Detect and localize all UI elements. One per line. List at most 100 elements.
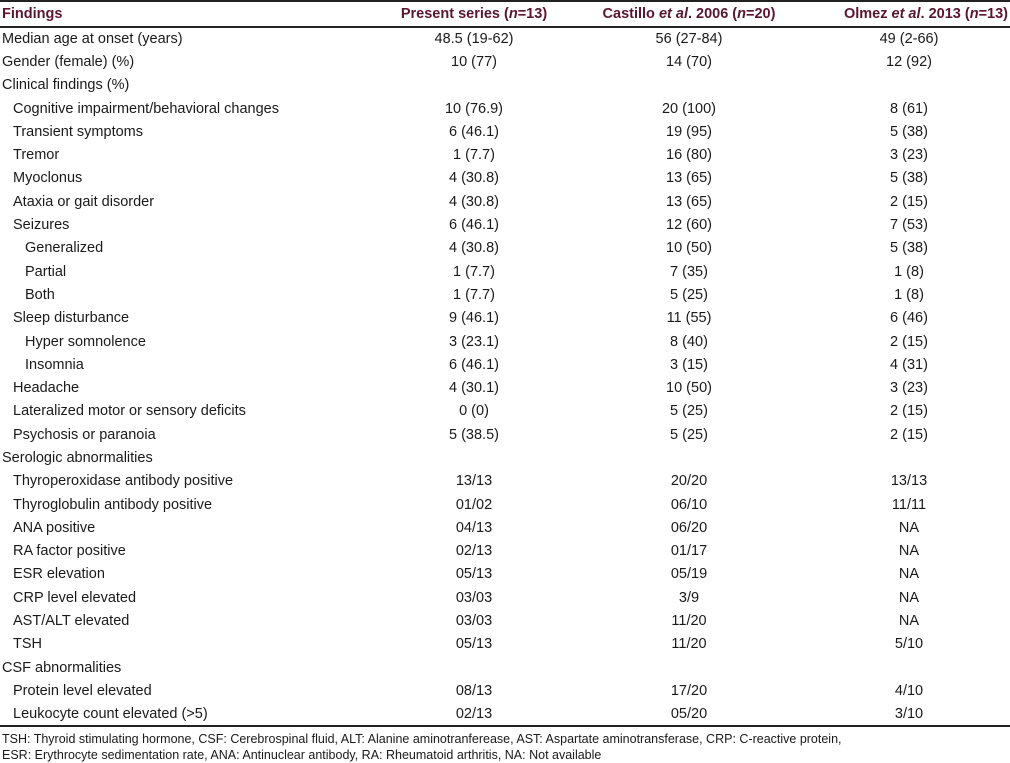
olmez-value: 5/10 [894, 636, 924, 653]
present-series-value: 13/13 [455, 473, 493, 490]
table-row: Seizures 6 (46.1) 12 (60) 7 (53) [0, 213, 1010, 236]
present-series-value [368, 446, 580, 469]
footnote-line: ESR: Erythrocyte sedimentation rate, ANA… [2, 747, 602, 762]
header-text: et al [658, 6, 688, 22]
row-label: CRP level elevated [13, 589, 137, 606]
table-row: ESR elevation 05/13 05/19 NA [0, 563, 1010, 586]
olmez-value: 12 (92) [886, 53, 932, 70]
row-label: ANA positive [13, 519, 96, 536]
row-label: Myoclonus [13, 170, 83, 187]
olmez-value: 3/10 [798, 702, 1010, 727]
row-label: Insomnia [25, 356, 84, 373]
castillo-value: 11/20 [671, 636, 707, 653]
castillo-value [580, 446, 798, 469]
header-text: =13) [978, 6, 1008, 22]
present-series-value [368, 74, 580, 97]
footnote-line: TSH: Thyroid stimulating hormone, CSF: C… [2, 731, 842, 746]
castillo-value: 11/20 [671, 613, 707, 630]
table-row: Headache 4 (30.1) 10 (50) 3 (23) [0, 376, 1010, 399]
row-label: Seizures [13, 217, 70, 234]
row-label: Hyper somnolence [25, 333, 146, 350]
header-findings: Findings [0, 0, 368, 28]
olmez-value: 2 (15) [890, 403, 928, 420]
olmez-value: NA [898, 519, 920, 536]
table-row: Protein level elevated 08/13 17/20 4/10 [0, 679, 1010, 702]
row-label: Psychosis or paranoia [13, 426, 156, 443]
present-series-value: 04/13 [455, 519, 493, 536]
present-series-value: 6 (46.1) [449, 217, 499, 234]
table-row: Serologic abnormalities [0, 446, 1010, 469]
olmez-value: NA [898, 613, 920, 630]
row-label: TSH [13, 636, 42, 653]
castillo-value: 14 (70) [666, 53, 712, 70]
table-row: AST/ALT elevated 03/03 11/20 NA [0, 609, 1010, 632]
olmez-value: 6 (46) [890, 310, 928, 327]
header-row: Findings Present series (n=13) Castillo … [0, 0, 1010, 28]
row-label: Protein level elevated [13, 682, 152, 699]
row-label: CSF abnormalities [2, 659, 122, 676]
header-text: . 2013 ( [920, 6, 970, 22]
castillo-value: 10 (50) [666, 380, 712, 397]
header-text: Present series ( [400, 6, 509, 22]
row-label: AST/ALT elevated [13, 613, 130, 630]
row-label: Transient symptoms [13, 123, 143, 140]
olmez-value: 4/10 [894, 682, 924, 699]
olmez-value: 3 (23) [890, 380, 928, 397]
table-row: Ataxia or gait disorder 4 (30.8) 13 (65) 2 … [0, 190, 1010, 213]
present-series-value: 1 (7.7) [453, 147, 495, 164]
castillo-value [580, 656, 798, 679]
olmez-value: 2 (15) [890, 193, 928, 210]
row-label: Ataxia or gait disorder [13, 193, 155, 210]
present-series-value: 4 (30.8) [449, 240, 499, 257]
row-label: Median age at onset (years) [2, 31, 183, 48]
castillo-value: 11 (55) [666, 310, 712, 327]
present-series-value: 4 (30.1) [449, 380, 499, 397]
castillo-value: 10 (50) [666, 240, 712, 257]
row-label: Serologic abnormalities [2, 449, 153, 466]
castillo-value: 16 (80) [666, 147, 712, 164]
olmez-value: NA [898, 566, 920, 583]
present-series-value: 03/03 [455, 613, 493, 630]
row-label: Thyroperoxidase antibody positive [13, 473, 234, 490]
table-row: Thyroglobulin antibody positive 01/02 06/1… [0, 493, 1010, 516]
header-text: . 2006 ( [687, 6, 738, 22]
row-label: RA factor positive [13, 543, 126, 560]
olmez-value: 3 (23) [890, 147, 928, 164]
present-series-value: 10 (77) [451, 53, 497, 70]
olmez-value: 5 (38) [890, 170, 928, 187]
present-series-value: 02/13 [455, 543, 493, 560]
olmez-value: 4 (31) [890, 356, 928, 373]
table-row: Cognitive impairment/behavioral changes 1… [0, 97, 1010, 120]
table-row: CRP level elevated 03/03 3/9 NA [0, 586, 1010, 609]
row-label: Lateralized motor or sensory deficits [13, 403, 246, 420]
castillo-value: 05/20 [580, 702, 798, 727]
table-row: Psychosis or paranoia 5 (38.5) 5 (25) 2 (15… [0, 423, 1010, 446]
castillo-value: 8 (40) [670, 333, 708, 350]
row-label: Partial [25, 263, 67, 280]
present-series-value: 4 (30.8) [449, 170, 499, 187]
olmez-value [798, 446, 1010, 469]
table-row: Tremor 1 (7.7) 16 (80) 3 (23) [0, 143, 1010, 166]
row-label: Leukocyte count elevated (>5) [0, 702, 368, 727]
row-label: Tremor [13, 147, 60, 164]
table-row: Clinical findings (%) [0, 74, 1010, 97]
olmez-value: 49 (2-66) [879, 31, 939, 48]
castillo-value: 3/9 [678, 589, 700, 606]
table-row: Lateralized motor or sensory deficits 0 (… [0, 400, 1010, 423]
present-series-value: 02/13 [368, 702, 580, 727]
present-series-value: 05/13 [455, 566, 493, 583]
present-series-value: 1 (7.7) [453, 263, 495, 280]
present-series-value: 48.5 (19-62) [434, 31, 514, 48]
table-row: Median age at onset (years) 48.5 (19-62) 5… [0, 27, 1010, 50]
castillo-value: 20 (100) [661, 100, 716, 117]
olmez-value: 2 (15) [890, 333, 928, 350]
castillo-value: 13 (65) [666, 170, 712, 187]
table-row: Generalized 4 (30.8) 10 (50) 5 (38) [0, 237, 1010, 260]
row-label: Sleep disturbance [13, 310, 130, 327]
table-row: Myoclonus 4 (30.8) 13 (65) 5 (38) [0, 167, 1010, 190]
olmez-value: 11/11 [891, 496, 927, 513]
table-row: TSH 05/13 11/20 5/10 [0, 633, 1010, 656]
olmez-value [798, 656, 1010, 679]
header-olmez-2013: Olmez et al. 2013 (n=13) [798, 0, 1010, 28]
table-row: Both 1 (7.7) 5 (25) 1 (8) [0, 283, 1010, 306]
